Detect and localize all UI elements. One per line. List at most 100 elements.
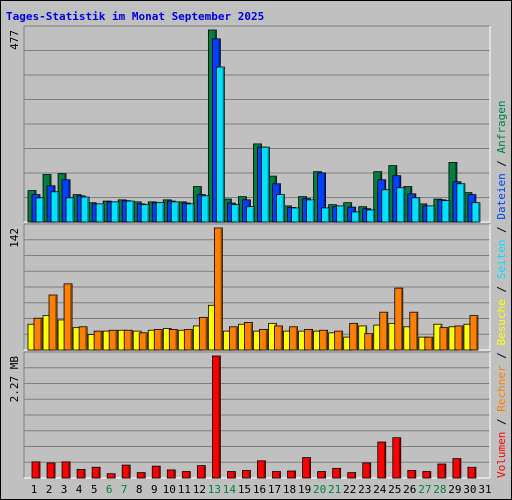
bar-seiten <box>306 199 315 223</box>
x-tick-label: 30 <box>463 483 476 496</box>
legend-separator: / <box>495 412 508 432</box>
x-tick-label: 8 <box>136 483 143 496</box>
legend-separator: / <box>495 279 508 299</box>
bar-rechner <box>274 325 283 351</box>
legend-separator: / <box>495 153 508 173</box>
bar-seiten <box>441 200 451 223</box>
bar-rechner <box>123 329 133 351</box>
bar-seiten <box>185 203 195 223</box>
x-tick-label: 6 <box>106 483 113 496</box>
x-tick-label: 24 <box>373 483 387 496</box>
legend-item-dateien: Dateien <box>495 173 508 219</box>
bar-seiten <box>261 146 270 223</box>
bar-volumen <box>196 465 206 479</box>
bar-seiten <box>80 196 90 223</box>
bar-seiten <box>291 207 300 223</box>
legend-item-seiten: Seiten <box>495 240 508 280</box>
bar-rechner <box>379 311 389 351</box>
x-tick-label: 13 <box>208 483 221 496</box>
x-tick-label: 17 <box>268 483 281 496</box>
legend: Volumen / Rechner / Besuche / Seiten / D… <box>495 100 508 478</box>
bar-volumen <box>121 464 131 479</box>
bar-rechner <box>153 328 163 351</box>
x-tick-label: 7 <box>121 483 128 496</box>
x-tick-label: 22 <box>343 483 356 496</box>
bar-volumen <box>136 472 146 479</box>
bar-seiten <box>65 197 75 223</box>
bar-seiten <box>200 195 210 223</box>
bar-rechner <box>198 316 208 351</box>
bar-volumen <box>272 471 281 479</box>
y-max-label: 477 <box>8 30 21 50</box>
bar-seiten <box>336 205 346 223</box>
x-tick-label: 5 <box>91 483 98 496</box>
bar-volumen <box>151 465 161 479</box>
bar-seiten <box>35 197 45 223</box>
bar-volumen <box>257 460 266 479</box>
y-max-label: 2.27 MB <box>8 356 21 403</box>
bar-seiten <box>231 204 240 223</box>
bar-rechner <box>424 336 434 351</box>
bar-seiten <box>110 201 120 223</box>
legend-separator: / <box>495 220 508 240</box>
bar-volumen <box>362 462 372 479</box>
bar-volumen <box>211 355 221 479</box>
bar-volumen <box>227 471 236 479</box>
bar-volumen <box>181 471 191 479</box>
x-tick-label: 2 <box>46 483 53 496</box>
chart-title: Tages-Statistik im Monat September 2025 <box>6 10 265 23</box>
bar-seiten <box>381 189 391 223</box>
bar-volumen <box>332 467 342 479</box>
x-tick-label: 3 <box>61 483 68 496</box>
bar-volumen <box>46 462 56 479</box>
bar-seiten <box>95 203 105 223</box>
bar-rechner <box>63 283 73 351</box>
bar-rechner <box>138 332 148 351</box>
bar-rechner <box>394 287 404 351</box>
x-tick-label: 14 <box>223 483 237 496</box>
x-tick-label: 16 <box>253 483 266 496</box>
bar-rechner <box>349 322 359 351</box>
bar-seiten <box>426 205 436 223</box>
bar-seiten <box>351 211 361 223</box>
bar-rechner <box>244 322 253 351</box>
x-tick-label: 9 <box>151 483 158 496</box>
bar-seiten <box>321 207 331 223</box>
bar-volumen <box>91 466 101 479</box>
y-max-label: 142 <box>8 228 21 248</box>
bar-seiten <box>50 191 60 223</box>
bar-rechner <box>108 329 118 351</box>
bar-seiten <box>366 209 376 223</box>
bar-volumen <box>377 441 387 479</box>
bar-rechner <box>364 333 374 351</box>
x-tick-label: 23 <box>358 483 371 496</box>
bar-volumen <box>317 471 327 479</box>
x-tick-label: 20 <box>313 483 326 496</box>
x-tick-label: 31 <box>478 483 491 496</box>
legend-item-besuche: Besuche <box>495 299 508 345</box>
bar-volumen <box>452 458 462 479</box>
bar-rechner <box>33 317 43 351</box>
bar-rechner <box>304 328 313 351</box>
bar-volumen <box>392 437 402 479</box>
bar-rechner <box>48 294 58 351</box>
bar-seiten <box>155 202 165 223</box>
bar-volumen <box>407 470 417 479</box>
x-tick-label: 26 <box>403 483 416 496</box>
x-tick-label: 1 <box>31 483 38 496</box>
bar-rechner <box>439 327 449 351</box>
bar-seiten <box>276 194 285 223</box>
bar-rechner <box>168 328 178 351</box>
bar-volumen <box>242 470 251 479</box>
x-tick-label: 25 <box>388 483 401 496</box>
bar-rechner <box>229 326 238 351</box>
bar-rechner <box>213 227 223 351</box>
x-tick-label: 12 <box>193 483 206 496</box>
bar-volumen <box>287 470 296 479</box>
bar-seiten <box>170 201 180 223</box>
bar-rechner <box>183 328 193 351</box>
bar-rechner <box>454 325 464 351</box>
bar-seiten <box>215 66 225 223</box>
bar-volumen <box>437 463 447 479</box>
